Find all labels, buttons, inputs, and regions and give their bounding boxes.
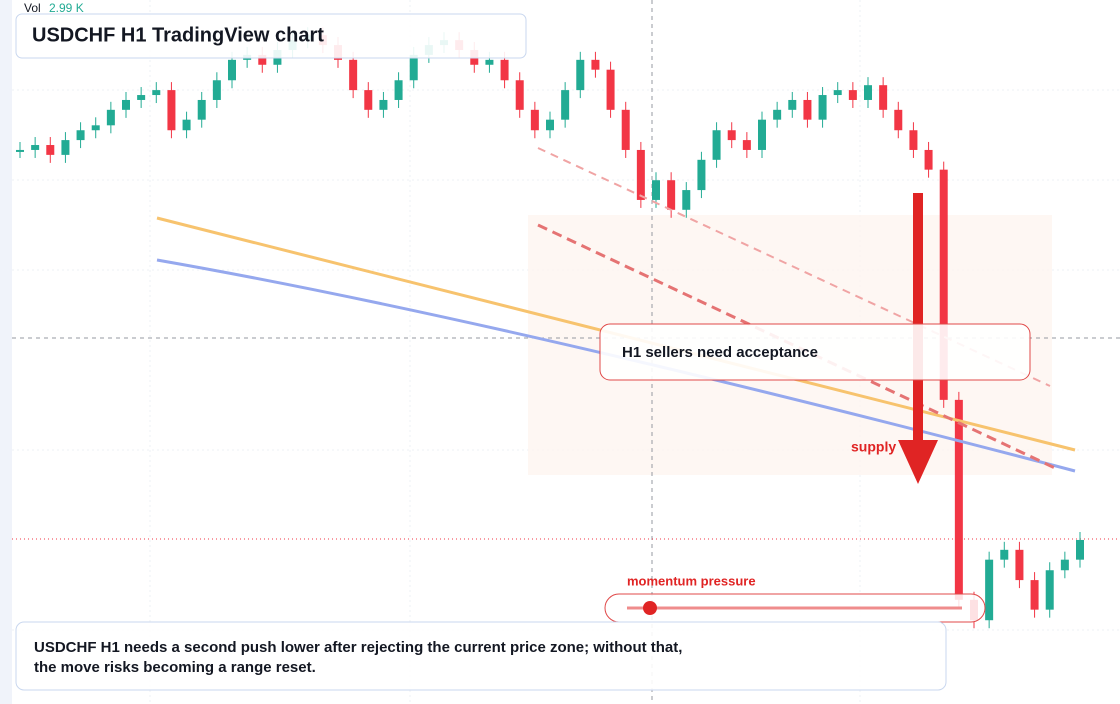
momentum-label: momentum pressure [627, 573, 756, 588]
candle-body [1076, 539, 1084, 560]
candle-body [909, 130, 918, 150]
candle-body [818, 95, 827, 120]
vol-label: Vol [24, 1, 41, 15]
candle-body [667, 180, 676, 210]
candle-body [742, 140, 751, 150]
candle-body [152, 90, 161, 96]
candle-body [546, 119, 554, 131]
candle-body [61, 140, 70, 155]
candle-body [1030, 580, 1039, 610]
candle-body [591, 59, 600, 70]
candle-body [500, 59, 509, 81]
candle-body [394, 80, 403, 100]
candle-body [106, 109, 115, 126]
candle-body [606, 69, 615, 110]
zone-note-box [599, 323, 1031, 381]
candle-body [137, 95, 146, 100]
candle-body [864, 85, 872, 100]
candle-body [985, 559, 994, 621]
candle-body [16, 149, 24, 152]
candle-body [576, 59, 585, 91]
candle-body [652, 180, 660, 200]
candle-body [76, 130, 85, 141]
candle-body [894, 109, 903, 131]
candle-body [788, 99, 797, 110]
supply-label: supply [851, 439, 896, 455]
candle-body [530, 109, 539, 131]
candle-body [561, 90, 570, 120]
zone-note: H1 sellers need acceptance [622, 344, 818, 361]
candle-body [727, 130, 736, 141]
vol-value: 2.99 K [49, 1, 84, 15]
candle-body [91, 125, 100, 131]
candle-body [879, 85, 888, 110]
caption-box [15, 621, 947, 691]
candle-body [167, 90, 176, 131]
candle-body [46, 145, 55, 155]
momentum-dot [643, 601, 657, 615]
candle-body [1000, 549, 1009, 560]
candle-body [1015, 549, 1024, 581]
candle-body [122, 99, 130, 110]
candle-body [682, 190, 691, 210]
candle-body [848, 90, 857, 100]
left-rail [0, 0, 12, 704]
candle-body [803, 99, 812, 120]
candle-body [349, 59, 358, 91]
candle-body [924, 149, 933, 170]
candle-body [182, 119, 191, 131]
candle-body [833, 90, 842, 96]
candle-body [636, 149, 645, 200]
dashed-channel [537, 147, 1051, 387]
title-box [15, 13, 527, 59]
candle-body [379, 99, 388, 110]
candle-body [258, 54, 267, 65]
candle-body [515, 80, 524, 110]
candle-body [31, 145, 40, 150]
candle-body [409, 54, 418, 81]
candle-body [773, 109, 782, 120]
candle-body [712, 130, 721, 160]
candle-body [228, 59, 236, 81]
candle-body [1060, 559, 1069, 571]
caption-line: USDCHF H1 needs a second push lower afte… [34, 639, 682, 656]
arrow-shaft [913, 193, 923, 443]
candle-body [697, 159, 706, 191]
chart-title: USDCHF H1 TradingView chart [32, 24, 324, 46]
candle-body [197, 99, 206, 120]
candle-body [758, 119, 766, 150]
candle-body [212, 80, 221, 100]
candle-body [364, 90, 373, 110]
arrow-head [898, 440, 938, 484]
candle-body [485, 59, 494, 65]
candle-body [1045, 570, 1054, 610]
candle-body [939, 169, 948, 400]
caption-line: the move risks becoming a range reset. [34, 659, 316, 676]
candle-body [954, 399, 963, 600]
candle-body [621, 109, 630, 150]
